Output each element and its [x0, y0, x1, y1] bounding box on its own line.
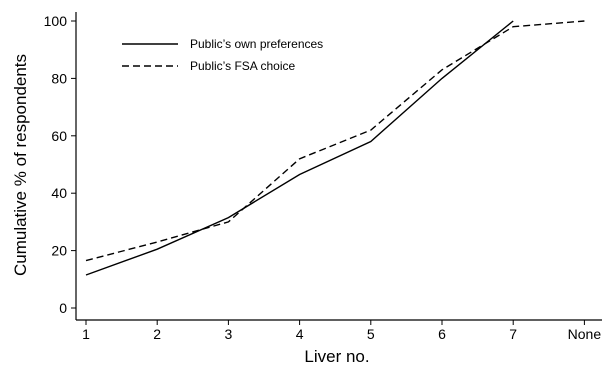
series-line-1 [85, 20, 514, 276]
series-layer [85, 20, 585, 276]
legend-label-1: Public’s own preferences [190, 37, 323, 51]
series-line-2 [85, 20, 585, 262]
y-tick-label: 40 [51, 185, 67, 201]
y-tick-label: 80 [51, 70, 67, 86]
x-tick-label: 6 [438, 326, 446, 342]
y-tick-label: 100 [44, 13, 68, 29]
x-tick-label: 4 [296, 326, 304, 342]
y-tick-label: 60 [51, 128, 67, 144]
y-axis-title: Cumulative % of respondents [11, 54, 30, 276]
legend: Public’s own preferences Public’s FSA cho… [122, 37, 323, 73]
x-tick-label: 5 [367, 326, 375, 342]
x-tick-label: 7 [509, 326, 517, 342]
x-axis-title: Liver no. [304, 347, 369, 366]
axes: 0 20 40 60 80 100 1 2 3 4 5 6 7 None [44, 12, 602, 342]
y-tick-label: 0 [59, 300, 67, 316]
x-tick-label: None [568, 326, 602, 342]
y-tick-label: 20 [51, 243, 67, 259]
x-tick-label: 2 [153, 326, 161, 342]
x-tick-label: 1 [82, 326, 90, 342]
x-tick-label: 3 [225, 326, 233, 342]
legend-label-2: Public’s FSA choice [190, 59, 295, 73]
